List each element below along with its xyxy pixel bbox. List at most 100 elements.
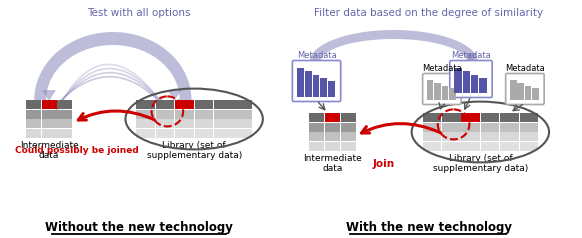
Bar (214, 100, 233, 109)
FancyArrowPatch shape (56, 77, 162, 106)
Bar (533, 89, 539, 100)
Bar (423, 113, 441, 122)
Bar (313, 74, 320, 97)
Bar (233, 129, 252, 138)
Bar (510, 80, 516, 100)
Bar (520, 132, 538, 141)
Text: Filter data based on the degree of similarity: Filter data based on the degree of simil… (314, 8, 543, 18)
Bar (427, 80, 434, 100)
Bar (156, 119, 175, 128)
Polygon shape (168, 90, 181, 101)
Bar (520, 142, 538, 151)
Bar (214, 119, 233, 128)
Polygon shape (42, 90, 56, 101)
Bar (194, 110, 213, 119)
Bar (500, 132, 519, 141)
Bar (520, 123, 538, 132)
Bar (325, 123, 340, 132)
Bar (500, 123, 519, 132)
Text: Without the new technology: Without the new technology (45, 221, 233, 234)
Bar (442, 123, 460, 132)
FancyArrowPatch shape (55, 69, 162, 111)
Bar (434, 83, 441, 100)
Bar (309, 142, 324, 151)
Text: Library (set of
supplementary data): Library (set of supplementary data) (147, 141, 242, 160)
Bar (175, 110, 194, 119)
Bar (233, 119, 252, 128)
Bar (481, 123, 499, 132)
Bar (194, 129, 213, 138)
Bar (321, 78, 328, 97)
Bar (442, 113, 460, 122)
Bar (58, 119, 72, 128)
Bar (26, 100, 41, 109)
Text: Test with all options: Test with all options (87, 8, 191, 18)
Text: Join: Join (372, 159, 395, 169)
Bar (500, 142, 519, 151)
FancyBboxPatch shape (506, 74, 544, 104)
Bar (463, 71, 470, 93)
Bar (297, 68, 304, 97)
Bar (305, 71, 311, 97)
Bar (340, 132, 356, 141)
Bar (480, 78, 487, 93)
Bar (194, 100, 213, 109)
Bar (449, 89, 456, 100)
Bar (156, 129, 175, 138)
Bar (175, 129, 194, 138)
Bar (214, 129, 233, 138)
Text: Intermediate
data: Intermediate data (303, 154, 361, 174)
Bar (26, 110, 41, 119)
Bar (58, 100, 72, 109)
Bar (442, 142, 460, 151)
Bar (340, 142, 356, 151)
Bar (325, 142, 340, 151)
Bar (442, 86, 448, 100)
Text: Library (set of
supplementary data): Library (set of supplementary data) (433, 154, 528, 174)
Bar (423, 123, 441, 132)
Bar (175, 100, 194, 109)
Text: Metadata: Metadata (422, 64, 462, 73)
Text: Intermediate
data: Intermediate data (20, 141, 79, 160)
Bar (340, 113, 356, 122)
Bar (481, 132, 499, 141)
Text: Metadata: Metadata (297, 51, 336, 60)
FancyBboxPatch shape (292, 60, 340, 101)
Bar (136, 100, 155, 109)
Bar (328, 81, 335, 97)
Bar (423, 142, 441, 151)
Bar (194, 119, 213, 128)
Text: Metadata: Metadata (505, 64, 545, 73)
Bar (233, 110, 252, 119)
Bar (462, 113, 480, 122)
Bar (156, 100, 175, 109)
Bar (58, 110, 72, 119)
Polygon shape (34, 32, 191, 100)
Bar (309, 113, 324, 122)
Bar (156, 110, 175, 119)
Bar (520, 113, 538, 122)
Bar (233, 100, 252, 109)
FancyBboxPatch shape (423, 74, 461, 104)
Bar (26, 129, 41, 138)
Bar (481, 142, 499, 151)
Bar (309, 123, 324, 132)
FancyBboxPatch shape (450, 60, 492, 98)
Bar (58, 129, 72, 138)
Bar (462, 142, 480, 151)
Bar (41, 119, 56, 128)
FancyArrowPatch shape (79, 111, 154, 120)
Bar (136, 110, 155, 119)
Text: Could possibly be joined: Could possibly be joined (15, 146, 139, 155)
Bar (462, 123, 480, 132)
Polygon shape (465, 53, 477, 63)
FancyArrowPatch shape (361, 124, 441, 133)
Bar (423, 132, 441, 141)
FancyArrowPatch shape (55, 64, 162, 114)
Bar (500, 113, 519, 122)
Bar (26, 119, 41, 128)
Bar (442, 132, 460, 141)
Bar (214, 110, 233, 119)
Text: With the new technology: With the new technology (346, 221, 512, 234)
Bar (136, 119, 155, 128)
